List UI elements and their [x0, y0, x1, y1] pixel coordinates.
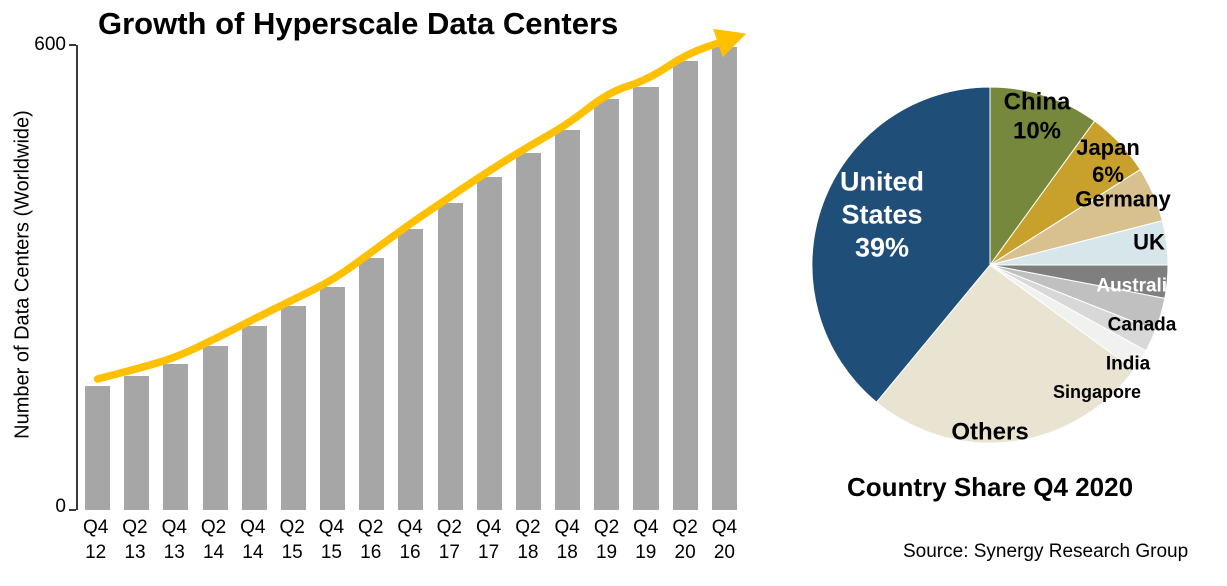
- bar-slot: [470, 45, 509, 510]
- bar-slot: [78, 45, 117, 510]
- x-tick-label: Q4 17: [475, 517, 502, 563]
- x-tick-label: Q4 18: [554, 517, 580, 563]
- x-tick-label: Q2 19: [593, 517, 620, 563]
- bar-slot: [587, 45, 626, 510]
- pie-label-india: India: [1105, 353, 1151, 375]
- pie-label-singapore: Singapore: [1052, 382, 1142, 403]
- bar-q4-18: [555, 130, 581, 510]
- bar-slot: [235, 45, 274, 510]
- bar-slot: [313, 45, 352, 510]
- pie-slice-china: [989, 86, 1096, 267]
- x-tick-label: Q2 18: [515, 517, 541, 563]
- x-tick-label: Q4 20: [711, 517, 738, 563]
- bar-q2-18: [515, 152, 541, 510]
- x-tick-label: Q2 14: [200, 517, 227, 563]
- pie-label-uk: UK: [1133, 229, 1165, 255]
- source-credit: Source: Synergy Research Group: [903, 541, 1189, 562]
- bar-q2-19: [594, 99, 620, 510]
- pie-label-australia: Australia: [1096, 275, 1178, 297]
- bar-q2-20: [672, 60, 698, 510]
- bar-slot: [626, 45, 665, 510]
- x-axis-labels: Q4 12 Q2 13 Q4 13 Q2 14 Q4 14 Q2 15 Q4 15 Q2 16 Q4 16 Q2 17…: [76, 516, 744, 565]
- bar-slot: [196, 45, 235, 510]
- bar-slot: [548, 45, 587, 510]
- bar-q4-14: [241, 325, 267, 510]
- x-tick-label: Q4 16: [397, 517, 423, 563]
- pie-svg: [811, 86, 1169, 444]
- x-tick-label: Q4 12: [82, 517, 109, 563]
- y-tick-600: 600: [34, 34, 66, 55]
- bar-q2-14: [202, 345, 228, 510]
- bar-slot: [666, 45, 705, 510]
- pie-slice-united-states: [811, 86, 991, 403]
- pie-label-china: China 10%: [1003, 88, 1071, 145]
- bar-slot: [431, 45, 470, 510]
- bar-q2-13: [124, 375, 150, 510]
- y-axis-label: Number of Data Centers (Worldwide): [11, 110, 34, 439]
- bar-slot: [391, 45, 430, 510]
- bar-slot: [117, 45, 156, 510]
- bar-q4-15: [320, 286, 346, 510]
- x-tick-label: Q2 16: [358, 517, 384, 563]
- x-tick-label: Q4 19: [633, 517, 659, 563]
- bar-slot: [156, 45, 195, 510]
- bar-q4-12: [85, 386, 111, 510]
- bar-slot: [352, 45, 391, 510]
- bar-q2-17: [437, 203, 463, 510]
- bar-q4-20: [711, 47, 737, 510]
- pie-label-canada: Canada: [1107, 314, 1177, 336]
- bar-slot: [509, 45, 548, 510]
- pie-chart-title: Country Share Q4 2020: [846, 472, 1134, 502]
- bar-q4-19: [633, 86, 659, 510]
- x-tick-label: Q2 20: [672, 517, 698, 563]
- pie-label-japan: Japan 6%: [1076, 135, 1140, 187]
- bar-slot: [274, 45, 313, 510]
- bar-q4-16: [398, 229, 424, 510]
- x-tick-label: Q4 15: [318, 517, 345, 563]
- pie-chart: China 10% Japan 6% Germany UK Australia Canada I…: [800, 75, 1180, 455]
- bars: [78, 45, 744, 510]
- pie-slice-others: [875, 264, 1135, 444]
- bar-q2-16: [359, 258, 385, 510]
- bar-q2-15: [280, 306, 306, 510]
- y-tick-0: 0: [55, 496, 66, 517]
- bar-chart-title: Growth of Hyperscale Data Centers: [98, 6, 619, 41]
- x-tick-label: Q2 15: [279, 517, 305, 563]
- y-axis-tick-mark: [69, 44, 76, 46]
- x-tick-label: Q4 14: [240, 517, 266, 563]
- x-tick-label: Q2 17: [436, 517, 462, 563]
- bar-q4-13: [163, 364, 189, 510]
- pie-label-germany: Germany: [1075, 186, 1171, 212]
- y-axis-tick-mark: [69, 509, 76, 511]
- x-tick-label: Q2 13: [122, 517, 148, 563]
- plot-area: [76, 28, 747, 510]
- bar-q4-17: [476, 176, 502, 510]
- pie-label-others: Others: [951, 418, 1029, 446]
- bar-slot: [705, 45, 744, 510]
- x-tick-label: Q4 13: [161, 517, 187, 563]
- pie-label-united-states: United States 39%: [840, 166, 924, 263]
